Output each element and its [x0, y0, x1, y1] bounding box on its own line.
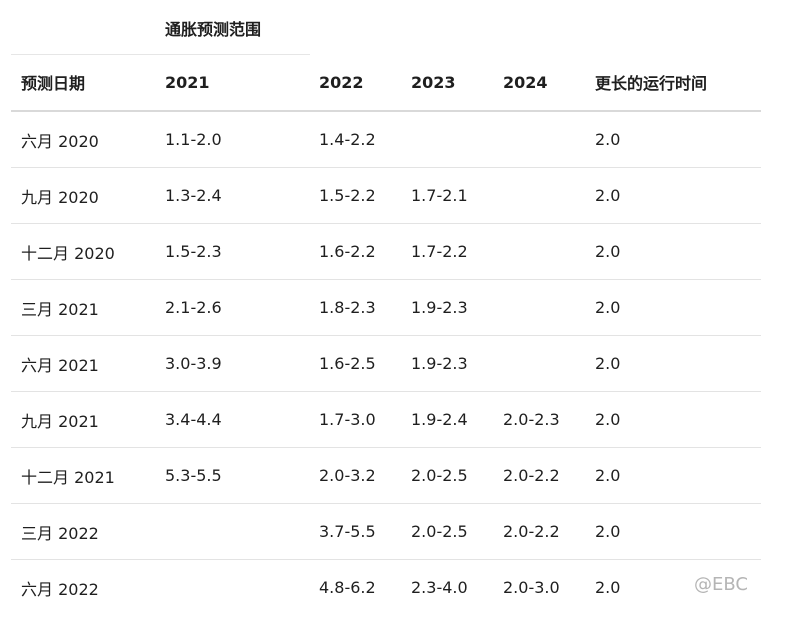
table-header: 预测日期 2021 2022 2023 2024 更长的运行时间 [11, 54, 761, 112]
table-cell [493, 223, 585, 280]
table-cell: 1.9-2.4 [401, 391, 493, 448]
table-cell: 1.7-3.0 [309, 391, 401, 448]
header-2023: 2023 [401, 54, 493, 112]
forecast-date-cell: 三月 2022 [11, 503, 155, 560]
forecast-date-cell: 九月 2021 [11, 391, 155, 448]
table-row: 十二月 2021 5.3-5.5 2.0-3.2 2.0-2.5 2.0-2.2 2.0 [11, 447, 761, 504]
table-cell: 2.0-2.3 [493, 391, 585, 448]
forecast-date-cell: 六月 2022 [21, 579, 99, 599]
table-row: 三月 2021 2.1-2.6 1.8-2.3 1.9-2.3 2.0 [11, 279, 761, 336]
table-cell: 1.6-2.5 [309, 335, 401, 392]
ebc-watermark: @EBC [694, 574, 748, 595]
inflation-range-super-header: 通胀预测范围 [11, 0, 310, 55]
table-cell: 2.0-2.5 [401, 447, 493, 504]
table-cell: 1.8-2.3 [309, 279, 401, 336]
table-cell: 2.0-3.0 [503, 578, 560, 597]
inflation-forecast-table: 预测日期 2021 2022 2023 2024 更长的运行时间 六月 2020… [11, 54, 761, 615]
table-cell: 3.0-3.9 [155, 335, 309, 392]
table-cell: 2.0-2.2 [493, 503, 585, 560]
table-cell: 2.0-2.2 [493, 447, 585, 504]
table-row: 六月 2022 4.8-6.2 2.3-4.0 2.0-3.0 2.0 [11, 560, 761, 616]
table-cell: 1.5-2.2 [309, 167, 401, 224]
table-cell [493, 279, 585, 336]
table-cell: 5.3-5.5 [155, 447, 309, 504]
table-cell: 1.5-2.3 [155, 223, 309, 280]
table-cell: 3.4-4.4 [155, 391, 309, 448]
forecast-date-cell: 三月 2021 [11, 279, 155, 336]
forecast-date-cell: 六月 2020 [11, 111, 155, 168]
table-cell: 2.0 [585, 223, 761, 280]
table-cell [493, 335, 585, 392]
table-row: 九月 2020 1.3-2.4 1.5-2.2 1.7-2.1 2.0 [11, 167, 761, 224]
table-cell [155, 560, 309, 616]
table-cell: 2.0 [585, 335, 761, 392]
table-row: 十二月 2020 1.5-2.3 1.6-2.2 1.7-2.2 2.0 [11, 223, 761, 280]
table-row: 六月 2021 3.0-3.9 1.6-2.5 1.9-2.3 2.0 [11, 335, 761, 392]
table-cell: 2.0 [595, 578, 621, 597]
table-cell [155, 503, 309, 560]
table-row: 六月 2020 1.1-2.0 1.4-2.2 2.0 [11, 111, 761, 168]
table-cell: 1.9-2.3 [401, 279, 493, 336]
table-cell: 2.0 [585, 503, 761, 560]
header-2022: 2022 [309, 54, 401, 112]
table-cell: 1.7-2.2 [401, 223, 493, 280]
table-cell: 2.0-3.2 [309, 447, 401, 504]
table-cell: 2.0 [585, 447, 761, 504]
table-row: 三月 2022 3.7-5.5 2.0-2.5 2.0-2.2 2.0 [11, 503, 761, 560]
table-cell: 1.1-2.0 [155, 111, 309, 168]
table-cell: 2.0 [585, 167, 761, 224]
table-cell: 2.0 [585, 279, 761, 336]
table-cell: 2.0 [585, 391, 761, 448]
table-cell: 2.1-2.6 [155, 279, 309, 336]
table-cell: 3.7-5.5 [309, 503, 401, 560]
table-body: 六月 2020 1.1-2.0 1.4-2.2 2.0 九月 2020 1.3-2.4 1.… [11, 111, 761, 615]
table-cell [493, 167, 585, 224]
table-cell: 2.0 [585, 111, 761, 168]
table-row: 九月 2021 3.4-4.4 1.7-3.0 1.9-2.4 2.0-2.3 2.0 [11, 391, 761, 448]
forecast-date-cell: 十二月 2021 [11, 447, 155, 504]
table-cell: 1.4-2.2 [309, 111, 401, 168]
table-cell: 4.8-6.2 [319, 578, 376, 597]
table-cell [493, 111, 585, 168]
header-longer-run: 更长的运行时间 [585, 54, 761, 112]
forecast-date-cell: 十二月 2020 [11, 223, 155, 280]
super-header-label: 通胀预测范围 [165, 20, 262, 39]
forecast-date-cell: 九月 2020 [11, 167, 155, 224]
table-cell: 1.7-2.1 [401, 167, 493, 224]
header-forecast-date: 预测日期 [11, 54, 155, 112]
table-cell [401, 111, 493, 168]
header-2021: 2021 [155, 54, 309, 112]
table-cell: 1.9-2.3 [401, 335, 493, 392]
table-cell: 1.6-2.2 [309, 223, 401, 280]
table-cell: 2.3-4.0 [411, 578, 468, 597]
header-2024: 2024 [493, 54, 585, 112]
table-cell: 2.0-2.5 [401, 503, 493, 560]
forecast-date-cell: 六月 2021 [11, 335, 155, 392]
header-row: 预测日期 2021 2022 2023 2024 更长的运行时间 [11, 54, 761, 112]
table-cell: 1.3-2.4 [155, 167, 309, 224]
